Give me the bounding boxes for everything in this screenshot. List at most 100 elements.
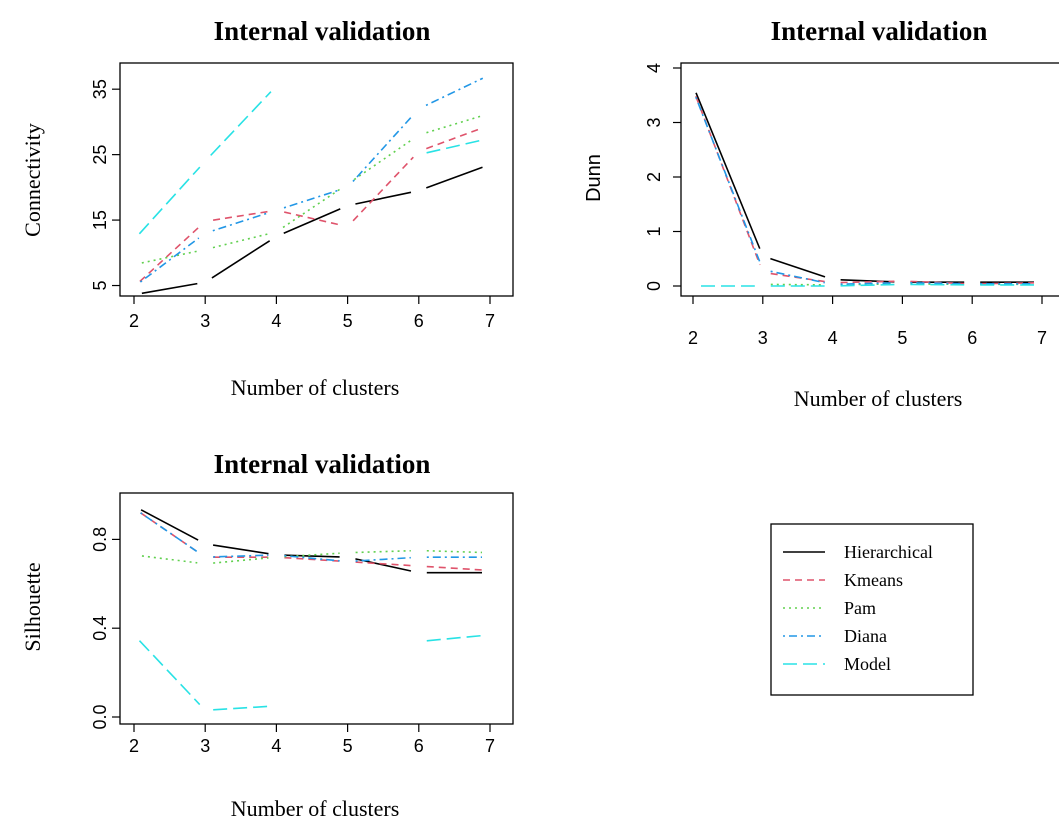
y-tick-label: 2 bbox=[644, 172, 664, 182]
y-tick-label: 0.8 bbox=[90, 527, 110, 552]
series-model bbox=[139, 636, 482, 710]
chart-connectivity: Internal validation 2 3 4 5 6 7 5 15 25 35 Numbe… bbox=[20, 16, 513, 400]
legend-label: Diana bbox=[844, 626, 887, 646]
chart-silhouette: Internal validation 2 3 4 5 6 7 0.0 0.4 0.8 Num… bbox=[20, 449, 513, 821]
y-tick-label: 1 bbox=[644, 226, 664, 236]
series-segment bbox=[426, 116, 482, 133]
x-tick-label: 6 bbox=[967, 328, 977, 348]
series-segment bbox=[140, 238, 198, 282]
series-pam bbox=[142, 551, 482, 563]
series-segment bbox=[139, 167, 199, 234]
y-tick-label: 0.0 bbox=[90, 704, 110, 729]
y-tick-label: 25 bbox=[90, 145, 110, 165]
series-segment bbox=[284, 190, 340, 208]
series-segment bbox=[213, 706, 268, 709]
x-tick-label: 4 bbox=[271, 311, 281, 331]
x-axis-label: Number of clusters bbox=[794, 386, 963, 411]
chart-title: Internal validation bbox=[214, 449, 431, 479]
series-hierarchical bbox=[142, 167, 483, 293]
series-segment bbox=[284, 209, 341, 233]
series-segment bbox=[140, 227, 199, 282]
y-axis: 0.0 0.4 0.8 bbox=[90, 527, 120, 730]
series-segment bbox=[356, 551, 411, 553]
chart-title: Internal validation bbox=[771, 16, 988, 46]
x-tick-label: 4 bbox=[271, 736, 281, 756]
series-model bbox=[139, 92, 482, 234]
x-tick-label: 2 bbox=[129, 736, 139, 756]
x-axis: 2 3 4 5 6 7 bbox=[688, 296, 1047, 348]
y-axis-label: Silhouette bbox=[20, 562, 45, 651]
legend-label: Pam bbox=[844, 598, 876, 618]
series-segment bbox=[213, 545, 268, 554]
series-segment bbox=[142, 284, 197, 294]
series-segment bbox=[770, 259, 825, 277]
series-segment bbox=[139, 641, 199, 705]
series-segment bbox=[427, 636, 482, 641]
chart-dunn: Internal validation 2 3 4 5 6 7 0 1 2 3 4 Number … bbox=[583, 16, 1059, 411]
series-segment bbox=[213, 558, 268, 563]
series-segment bbox=[696, 93, 760, 249]
plot-frame bbox=[681, 63, 1059, 296]
y-tick-label: 0 bbox=[644, 281, 664, 291]
y-axis: 0 1 2 3 4 bbox=[644, 63, 681, 291]
x-axis: 2 3 4 5 6 7 bbox=[129, 296, 495, 331]
x-axis: 2 3 4 5 6 7 bbox=[129, 724, 495, 756]
y-axis-label: Dunn bbox=[583, 154, 605, 202]
series-kmeans bbox=[140, 128, 483, 281]
x-tick-label: 7 bbox=[485, 736, 495, 756]
series-kmeans bbox=[141, 513, 482, 570]
series-segment bbox=[355, 192, 411, 204]
series-diana bbox=[696, 97, 1034, 284]
x-tick-label: 3 bbox=[200, 311, 210, 331]
series-segment bbox=[211, 92, 271, 156]
series-segment bbox=[213, 555, 268, 557]
series-segment bbox=[141, 510, 198, 540]
x-tick-label: 3 bbox=[758, 328, 768, 348]
x-tick-label: 5 bbox=[343, 311, 353, 331]
series-segment bbox=[356, 558, 411, 561]
y-tick-label: 4 bbox=[644, 63, 664, 73]
x-tick-label: 2 bbox=[688, 328, 698, 348]
x-axis-label: Number of clusters bbox=[231, 796, 400, 821]
y-tick-label: 3 bbox=[644, 117, 664, 127]
series-segment bbox=[353, 157, 413, 221]
series-group bbox=[139, 510, 482, 710]
plot-frame bbox=[120, 493, 513, 724]
y-tick-label: 15 bbox=[90, 210, 110, 230]
series-pam bbox=[142, 116, 483, 263]
plot-frame bbox=[120, 63, 513, 296]
series-segment bbox=[427, 567, 482, 570]
x-tick-label: 5 bbox=[897, 328, 907, 348]
series-segment bbox=[354, 140, 412, 180]
x-tick-label: 4 bbox=[828, 328, 838, 348]
y-tick-label: 0.4 bbox=[90, 616, 110, 641]
x-axis-label: Number of clusters bbox=[231, 375, 400, 400]
x-tick-label: 3 bbox=[200, 736, 210, 756]
y-axis-label: Connectivity bbox=[20, 123, 45, 237]
legend-label: Kmeans bbox=[844, 570, 903, 590]
x-tick-label: 6 bbox=[414, 311, 424, 331]
series-diana bbox=[140, 78, 482, 282]
series-segment bbox=[142, 251, 198, 263]
y-tick-label: 35 bbox=[90, 79, 110, 99]
series-segment bbox=[427, 551, 482, 553]
chart-title: Internal validation bbox=[214, 16, 431, 46]
legend-label: Hierarchical bbox=[844, 542, 933, 562]
series-model bbox=[701, 284, 1034, 286]
series-group bbox=[696, 93, 1034, 286]
legend-label: Model bbox=[844, 654, 891, 674]
series-group bbox=[139, 78, 482, 293]
series-segment bbox=[353, 115, 413, 182]
x-tick-label: 6 bbox=[414, 736, 424, 756]
x-tick-label: 2 bbox=[129, 311, 139, 331]
series-segment bbox=[910, 283, 964, 284]
series-segment bbox=[426, 167, 482, 188]
series-segment bbox=[426, 128, 482, 149]
series-kmeans bbox=[696, 96, 1034, 284]
x-tick-label: 5 bbox=[343, 736, 353, 756]
x-tick-label: 7 bbox=[485, 311, 495, 331]
series-segment bbox=[426, 78, 483, 105]
x-tick-label: 7 bbox=[1037, 328, 1047, 348]
